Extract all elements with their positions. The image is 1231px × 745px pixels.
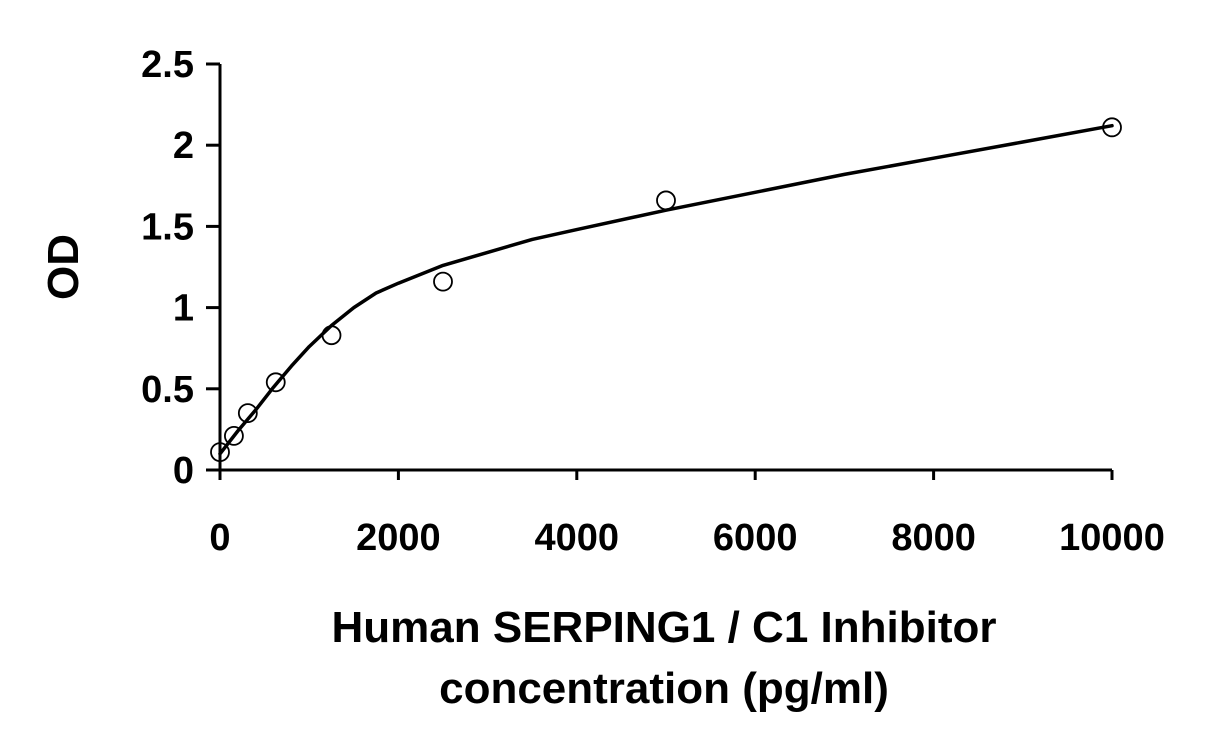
y-ticks: 0 0.5 1 1.5 2 2.5 bbox=[141, 44, 220, 492]
x-axis-title-line-1: Human SERPING1 / C1 Inhibitor bbox=[332, 603, 997, 652]
data-point bbox=[210, 442, 230, 463]
x-axis-title-line-2: concentration (pg/ml) bbox=[439, 664, 889, 713]
y-tick-label: 2 bbox=[173, 125, 194, 167]
data-point bbox=[237, 403, 258, 424]
axes bbox=[218, 64, 1112, 472]
y-tick-label: 2.5 bbox=[141, 44, 194, 86]
y-tick-label: 1 bbox=[173, 288, 194, 330]
x-tick-label: 10000 bbox=[1059, 517, 1165, 559]
y-axis-title: OD bbox=[39, 234, 88, 300]
data-point bbox=[656, 190, 676, 211]
data-point bbox=[433, 271, 453, 292]
data-point bbox=[321, 325, 342, 346]
fit-curve bbox=[218, 123, 1114, 456]
x-tick-label: 4000 bbox=[535, 517, 620, 559]
x-tick-label: 6000 bbox=[713, 517, 798, 559]
x-tick-label: 2000 bbox=[356, 517, 441, 559]
data-point bbox=[224, 425, 244, 446]
y-tick-label: 0.5 bbox=[141, 369, 194, 411]
x-ticks: 0 2000 4000 6000 8000 10000 bbox=[209, 470, 1165, 559]
y-tick-label: 0 bbox=[173, 450, 194, 492]
x-tick-label: 8000 bbox=[891, 517, 976, 559]
data-point bbox=[265, 372, 286, 393]
x-tick-label: 0 bbox=[209, 517, 230, 559]
y-tick-label: 1.5 bbox=[141, 206, 194, 248]
data-points bbox=[210, 117, 1122, 463]
data-point bbox=[1102, 117, 1122, 138]
